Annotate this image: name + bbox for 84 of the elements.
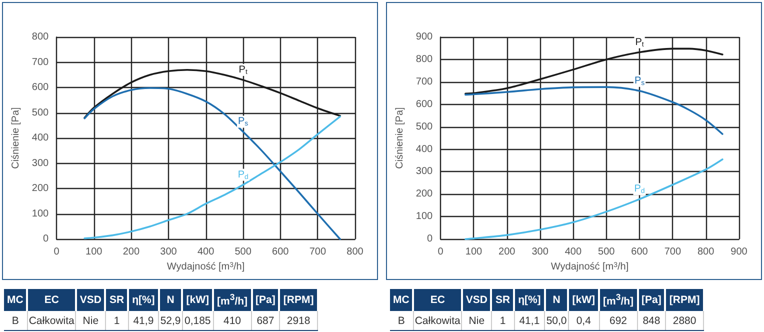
y-tick-label: 500 [32, 107, 50, 118]
category-label: [RPM] [279, 289, 318, 311]
category-label: [Pa] [252, 289, 280, 311]
y-tick-label: 700 [416, 76, 434, 88]
text: Nie [462, 311, 492, 330]
x-tick-label: 900 [730, 246, 748, 258]
text: 410 [213, 311, 252, 330]
text: 2880 [665, 311, 704, 330]
category-label: VSD [76, 289, 106, 311]
x-tick-label: 800 [698, 246, 715, 258]
line-series [464, 158, 724, 240]
x-tick-label: 500 [234, 246, 252, 258]
y-tick-label: 600 [32, 82, 50, 94]
y-tick-label: 800 [32, 32, 50, 42]
category-label: [kW] [182, 289, 213, 311]
y-tick-label: 300 [416, 166, 434, 178]
text: 41,9 [128, 311, 159, 330]
category-label: EC [27, 289, 76, 311]
category-label: η[%] [128, 289, 159, 311]
category-label: [Pa] [638, 289, 666, 311]
category-label: SR [105, 289, 128, 311]
y-tick-label: 200 [32, 183, 50, 194]
y-tick-label: 400 [32, 132, 50, 144]
y-tick-label: 400 [416, 144, 434, 155]
text: 848 [638, 311, 666, 330]
x-tick-label: 400 [197, 246, 215, 258]
x-tick-label: 100 [86, 246, 103, 258]
text: Całkowita [27, 311, 76, 330]
category-label: VSD [462, 289, 492, 311]
category-label: η[%] [514, 289, 545, 311]
category-label: EC [413, 289, 462, 311]
y-tick-label: 600 [416, 98, 434, 110]
text: 692 [599, 311, 638, 330]
x-tick-label: 100 [465, 246, 483, 258]
y-tick-label: 700 [32, 56, 50, 68]
text: 50,0 [544, 311, 568, 330]
category-label: MC [4, 289, 28, 311]
y-axis-title: Ciśnienie [Pa] [394, 106, 406, 169]
category-label: [kW] [568, 289, 599, 311]
x-tick-label: 700 [664, 246, 682, 258]
line-series [464, 86, 724, 135]
x-tick-label: 700 [309, 246, 326, 258]
y-tick-label: 300 [32, 158, 50, 169]
x-tick-label: 800 [346, 246, 364, 258]
text: 0,4 [568, 311, 599, 330]
line-series [84, 116, 341, 240]
category-label: [m$^{3}$/h] [599, 289, 638, 311]
text: B [390, 311, 414, 330]
x-tick-label: 500 [598, 246, 616, 258]
x-tick-label: 200 [122, 246, 140, 258]
y-tick-label: 800 [416, 54, 434, 65]
y-tick-label: 0 [427, 234, 434, 245]
text: 41,1 [514, 311, 545, 330]
category-label: N [544, 289, 568, 311]
y-tick-label: 200 [416, 188, 434, 200]
text: 687 [252, 311, 280, 330]
y-tick-label: 900 [416, 32, 434, 42]
y-tick-label: 100 [416, 211, 434, 222]
text: 2918 [279, 311, 318, 330]
x-tick-label: 600 [272, 246, 290, 258]
y-tick-label: 500 [416, 121, 434, 132]
category-label: N [158, 289, 182, 311]
x-tick-label: 400 [564, 246, 582, 258]
category-label: SR [491, 289, 514, 311]
category-label: [RPM] [665, 289, 704, 311]
y-axis-title: Ciśnienie [Pa] [10, 106, 22, 169]
x-tick-label: 0 [54, 246, 60, 258]
text: 52,9 [158, 311, 182, 330]
y-tick-label: 100 [32, 208, 50, 220]
text: 0,185 [182, 311, 213, 330]
text: 1 [105, 311, 128, 330]
text: 1 [491, 311, 514, 330]
y-tick-label: 0 [43, 234, 50, 245]
x-tick-label: 0 [438, 246, 444, 258]
x-tick-label: 200 [498, 246, 516, 258]
line-series [84, 87, 341, 240]
x-tick-label: 300 [160, 246, 178, 258]
text: Całkowita [413, 311, 462, 330]
x-tick-label: 600 [631, 246, 648, 258]
category-label: [m$^{3}$/h] [213, 289, 252, 311]
x-tick-label: 300 [532, 246, 549, 258]
text: Nie [76, 311, 106, 330]
category-label: MC [390, 289, 414, 311]
text: B [4, 311, 28, 330]
